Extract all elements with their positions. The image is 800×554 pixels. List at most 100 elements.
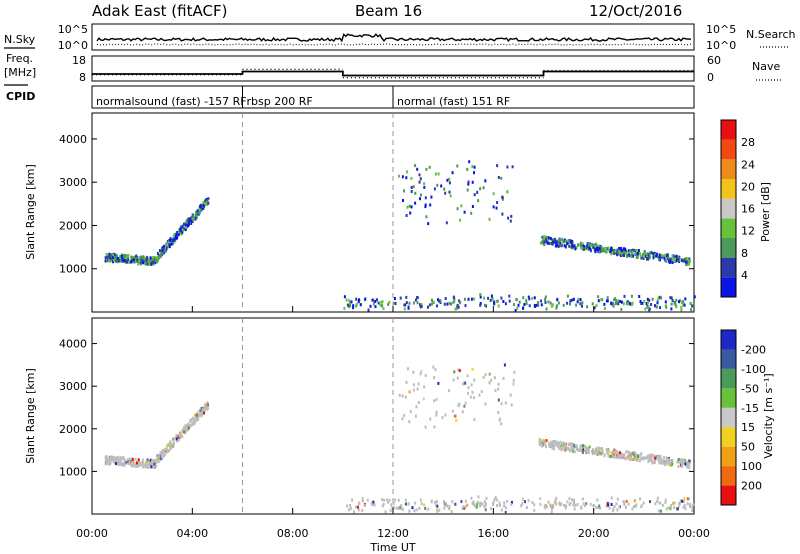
echo-cell bbox=[476, 500, 479, 504]
echo-cell bbox=[464, 505, 467, 509]
echo-cell bbox=[470, 383, 473, 387]
echo-cell bbox=[408, 509, 411, 513]
echo-cell bbox=[492, 500, 495, 504]
echo-cell bbox=[400, 506, 403, 510]
echo-cell bbox=[185, 225, 188, 229]
echo-cell bbox=[544, 439, 547, 443]
echo-cell bbox=[174, 239, 177, 243]
echo-cell bbox=[443, 302, 446, 306]
echo-cell bbox=[514, 309, 517, 312]
echo-cell bbox=[410, 186, 413, 189]
echo-cell bbox=[196, 411, 199, 415]
echo-cell bbox=[436, 509, 439, 513]
echo-cell bbox=[542, 237, 545, 241]
echo-cell bbox=[575, 303, 578, 307]
echo-cell bbox=[621, 300, 623, 304]
echo-cell bbox=[104, 455, 107, 459]
echo-cell bbox=[688, 257, 691, 261]
beam-title: Beam 16 bbox=[355, 2, 422, 20]
echo-cell bbox=[540, 303, 543, 307]
echo-cell bbox=[587, 450, 590, 453]
echo-cell bbox=[499, 503, 501, 507]
echo-cell bbox=[125, 259, 128, 263]
echo-cell bbox=[464, 297, 466, 301]
echo-cell bbox=[187, 217, 190, 221]
echo-cell bbox=[661, 458, 663, 462]
echo-cell bbox=[581, 446, 584, 450]
echo-cell bbox=[462, 382, 464, 386]
echo-cell bbox=[686, 497, 689, 501]
echo-cell bbox=[476, 190, 479, 194]
echo-cell bbox=[474, 504, 477, 508]
echo-cell bbox=[419, 498, 422, 502]
echo-cell bbox=[690, 308, 693, 312]
echo-cell bbox=[659, 306, 661, 310]
echo-cell bbox=[433, 425, 436, 429]
echo-cell bbox=[549, 442, 552, 446]
echo-cell bbox=[410, 176, 413, 180]
echo-cell bbox=[398, 393, 401, 397]
echo-cell bbox=[685, 263, 688, 267]
echo-cell bbox=[358, 298, 360, 302]
echo-cell bbox=[130, 256, 133, 260]
echo-cell bbox=[395, 506, 398, 510]
echo-cell bbox=[554, 440, 556, 443]
echo-cell bbox=[605, 504, 608, 508]
echo-cell bbox=[199, 410, 202, 413]
echo-cell bbox=[597, 249, 600, 253]
echo-cell bbox=[660, 254, 663, 258]
echo-cell bbox=[564, 442, 567, 446]
echo-cell bbox=[444, 413, 447, 417]
echo-cell bbox=[656, 496, 659, 500]
echo-cell bbox=[569, 299, 572, 303]
echo-cell bbox=[645, 253, 648, 257]
echo-cell bbox=[173, 437, 176, 441]
echo-cell bbox=[592, 243, 594, 247]
echo-cell bbox=[611, 455, 614, 459]
echo-cell bbox=[407, 306, 410, 310]
echo-cell bbox=[137, 458, 140, 462]
echo-cell bbox=[562, 445, 565, 449]
echo-cell bbox=[171, 444, 174, 448]
echo-cell bbox=[516, 306, 519, 310]
echo-cell bbox=[414, 164, 417, 168]
echo-cell bbox=[419, 303, 422, 307]
echo-cell bbox=[591, 452, 594, 456]
echo-cell bbox=[616, 454, 619, 458]
colorbar-frame bbox=[720, 329, 737, 506]
echo-cell bbox=[548, 241, 551, 245]
echo-cell bbox=[619, 451, 621, 455]
echo-cell bbox=[382, 307, 385, 310]
echo-cell bbox=[510, 403, 513, 407]
echo-cell bbox=[423, 503, 426, 507]
echo-cell bbox=[199, 411, 202, 415]
echo-cell bbox=[570, 246, 573, 250]
echo-cell bbox=[593, 504, 596, 507]
echo-cell bbox=[659, 455, 662, 458]
echo-cell bbox=[484, 508, 487, 512]
echo-cell bbox=[110, 455, 113, 459]
echo-cell bbox=[673, 301, 676, 305]
echo-cell bbox=[464, 381, 467, 385]
echo-cell bbox=[647, 457, 650, 461]
echo-cell bbox=[106, 461, 109, 465]
echo-cell bbox=[475, 505, 478, 509]
echo-cell bbox=[446, 504, 449, 508]
echo-cell bbox=[149, 262, 152, 266]
echo-cell bbox=[626, 302, 629, 306]
echo-cell bbox=[446, 178, 449, 182]
echo-cell bbox=[175, 232, 178, 236]
echo-cell bbox=[394, 498, 397, 502]
echo-cell bbox=[671, 299, 674, 302]
echo-cell bbox=[471, 390, 474, 394]
echo-cell bbox=[496, 498, 499, 502]
echo-cell bbox=[473, 378, 476, 382]
echo-cell bbox=[172, 437, 175, 441]
echo-cell bbox=[144, 257, 147, 261]
echo-cell bbox=[183, 430, 186, 434]
echo-cell bbox=[497, 387, 500, 391]
echo-cell bbox=[353, 510, 355, 514]
echo-cell bbox=[168, 243, 171, 247]
echo-cell bbox=[479, 295, 482, 299]
echo-cell bbox=[674, 303, 677, 307]
